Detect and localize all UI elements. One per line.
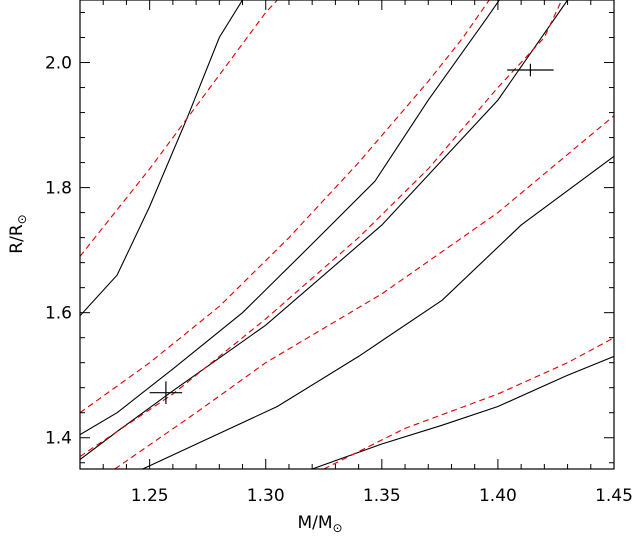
solid-track-1 (80, 0, 243, 317)
marker-layer (149, 63, 554, 404)
tick-layer: 1.25 1.30 1.35 1.40 1.45 1.4 1.6 1.8 2.0 (45, 0, 633, 506)
x-tick-label: 1.40 (479, 486, 517, 506)
dashed-track-8 (80, 0, 563, 457)
data-point-2 (507, 63, 554, 77)
y-tick-label: 2.0 (45, 54, 72, 74)
y-tick-label: 1.8 (45, 179, 72, 199)
x-axis-label: M/M⊙ (297, 513, 342, 535)
x-tick-label: 1.25 (131, 486, 169, 506)
dashed-track-6 (80, 0, 279, 257)
series-layer (80, 0, 614, 469)
x-tick-label: 1.35 (363, 486, 401, 506)
x-tick-label: 1.30 (247, 486, 285, 506)
solid-track-5 (312, 355, 614, 469)
dashed-track-7 (80, 0, 490, 414)
solid-track-3 (80, 0, 569, 461)
solid-track-2 (80, 0, 501, 436)
solid-track-4 (142, 155, 614, 469)
x-tick-label: 1.45 (595, 486, 633, 506)
data-point-1 (149, 381, 183, 404)
y-tick-label: 1.4 (45, 429, 72, 449)
plot-frame (79, 0, 615, 470)
y-axis-label: R/R⊙ (7, 214, 29, 253)
dashed-track-10 (323, 337, 614, 469)
dashed-track-9 (114, 115, 614, 469)
y-tick-label: 1.6 (45, 304, 72, 324)
